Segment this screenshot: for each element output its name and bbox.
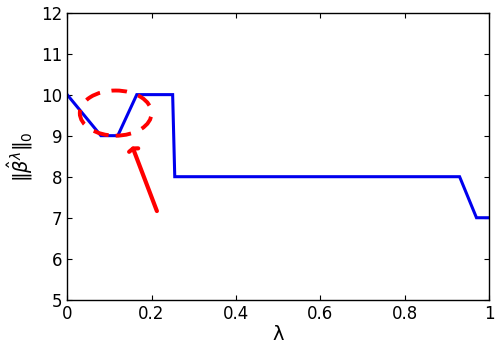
Y-axis label: $\|\hat{\beta}^\lambda\|_0$: $\|\hat{\beta}^\lambda\|_0$ (6, 131, 36, 182)
X-axis label: λ: λ (272, 326, 284, 344)
